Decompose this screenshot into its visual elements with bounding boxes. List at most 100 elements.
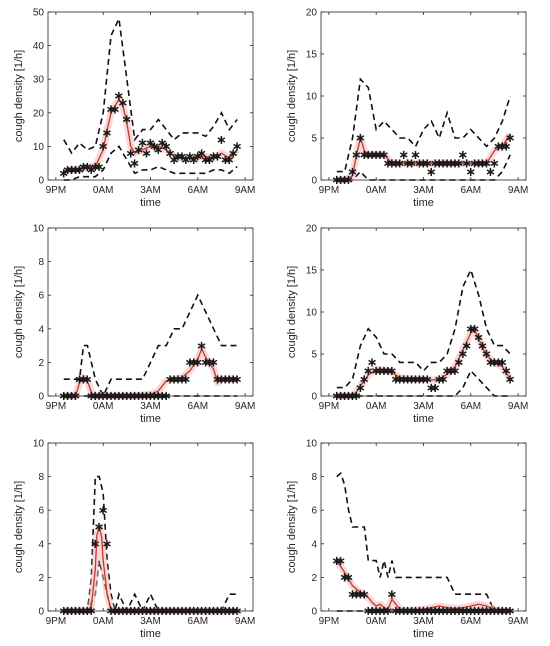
- data-point: ∗: [62, 389, 73, 404]
- data-point: ∗: [402, 156, 413, 171]
- data-point: ∗: [78, 604, 89, 619]
- x-tick-label: 3AM: [140, 401, 161, 412]
- x-tick-label: 9PM: [319, 616, 340, 627]
- data-point: ∗: [465, 604, 476, 619]
- data-point: ∗: [98, 503, 109, 518]
- data-point: ∗: [102, 126, 113, 141]
- data-point: ∗: [477, 604, 488, 619]
- x-tick-label: 6AM: [461, 616, 482, 627]
- data-point: ∗: [501, 140, 512, 155]
- data-point: ∗: [62, 604, 73, 619]
- x-tick-label: 3AM: [413, 401, 434, 412]
- upper-bound-line: [336, 267, 511, 389]
- data-point: ∗: [379, 604, 390, 619]
- data-point: ∗: [90, 537, 101, 552]
- data-point: ∗: [184, 356, 195, 371]
- data-point: ∗: [481, 347, 492, 362]
- data-point: ∗: [133, 604, 144, 619]
- data-point: ∗: [481, 604, 492, 619]
- data-point: ∗: [430, 381, 441, 396]
- plot-area: [47, 227, 254, 397]
- x-tick-label: 3AM: [140, 185, 161, 196]
- x-tick-label: 9AM: [235, 401, 256, 412]
- data-point: ∗: [232, 372, 243, 387]
- data-point: ∗: [58, 389, 69, 404]
- data-point: ∗: [379, 364, 390, 379]
- y-tick-label: 30: [33, 75, 45, 86]
- data-point: ∗: [387, 364, 398, 379]
- data-point: ∗: [133, 143, 144, 158]
- data-point: ∗: [161, 604, 172, 619]
- data-point: ∗: [450, 364, 461, 379]
- data-point: ∗: [177, 604, 188, 619]
- data-point: ∗: [371, 604, 382, 619]
- data-point: ∗: [216, 604, 227, 619]
- data-point: ∗: [149, 140, 160, 155]
- data-point: ∗: [188, 356, 199, 371]
- y-tick-label: 10: [33, 224, 45, 235]
- x-tick-label: 9PM: [46, 401, 67, 412]
- data-point: ∗: [181, 372, 192, 387]
- data-point: ∗: [196, 146, 207, 161]
- x-tick-label: 0AM: [366, 616, 387, 627]
- x-tick-label: 3AM: [413, 616, 434, 627]
- data-point: ∗: [169, 604, 180, 619]
- data-point: ∗: [402, 372, 413, 387]
- data-point: ∗: [438, 156, 449, 171]
- data-point: ∗: [141, 146, 152, 161]
- data-point: ∗: [82, 604, 93, 619]
- data-point: ∗: [177, 372, 188, 387]
- data-point: ∗: [204, 604, 215, 619]
- data-point: ∗: [454, 356, 465, 371]
- data-point: ∗: [335, 389, 346, 404]
- data-point: ∗: [442, 364, 453, 379]
- y-axis-label: cough density [1/h]: [286, 50, 298, 142]
- data-point: ∗: [501, 604, 512, 619]
- data-point: ∗: [398, 372, 409, 387]
- data-point: ∗: [192, 150, 203, 165]
- smoothed-line: [336, 133, 511, 181]
- data-point: ∗: [473, 156, 484, 171]
- data-point: ∗: [454, 156, 465, 171]
- data-point: ∗: [137, 389, 148, 404]
- x-tick-label: 9PM: [46, 616, 67, 627]
- data-point: ∗: [141, 604, 152, 619]
- data-point: ∗: [422, 372, 433, 387]
- data-point: ∗: [418, 156, 429, 171]
- data-point: ∗: [390, 372, 401, 387]
- x-tick-label: 0AM: [93, 185, 114, 196]
- data-point: ∗: [125, 389, 136, 404]
- y-tick-label: 0: [311, 176, 317, 187]
- data-point: ∗: [117, 604, 128, 619]
- data-point: ∗: [457, 604, 468, 619]
- data-point: ∗: [82, 160, 93, 175]
- y-tick-label: 10: [33, 142, 45, 153]
- data-point: ∗: [410, 604, 421, 619]
- data-point: ∗: [232, 604, 243, 619]
- data-point: ∗: [188, 604, 199, 619]
- data-point: ∗: [426, 165, 437, 180]
- data-point: ∗: [450, 604, 461, 619]
- data-point: ∗: [375, 148, 386, 163]
- x-tick-label: 9AM: [235, 185, 256, 196]
- y-tick-label: 50: [33, 8, 45, 19]
- x-axis-label: time: [140, 413, 161, 425]
- smoothed-line: [336, 329, 511, 397]
- data-point: ∗: [335, 554, 346, 569]
- data-point: ∗: [228, 372, 239, 387]
- data-point: ∗: [74, 372, 85, 387]
- data-point: ∗: [390, 604, 401, 619]
- data-point: ∗: [497, 356, 508, 371]
- data-point: ∗: [153, 604, 164, 619]
- data-point: ∗: [66, 604, 77, 619]
- data-point: ∗: [339, 389, 350, 404]
- y-tick-label: 8: [38, 257, 44, 268]
- y-tick-label: 8: [38, 472, 44, 483]
- data-point: ∗: [177, 150, 188, 165]
- data-point: ∗: [335, 173, 346, 188]
- data-point: ∗: [184, 150, 195, 165]
- data-point: ∗: [114, 89, 125, 104]
- smoothed-line: [63, 348, 238, 397]
- data-point: ∗: [343, 571, 354, 586]
- plot-area: [47, 442, 254, 612]
